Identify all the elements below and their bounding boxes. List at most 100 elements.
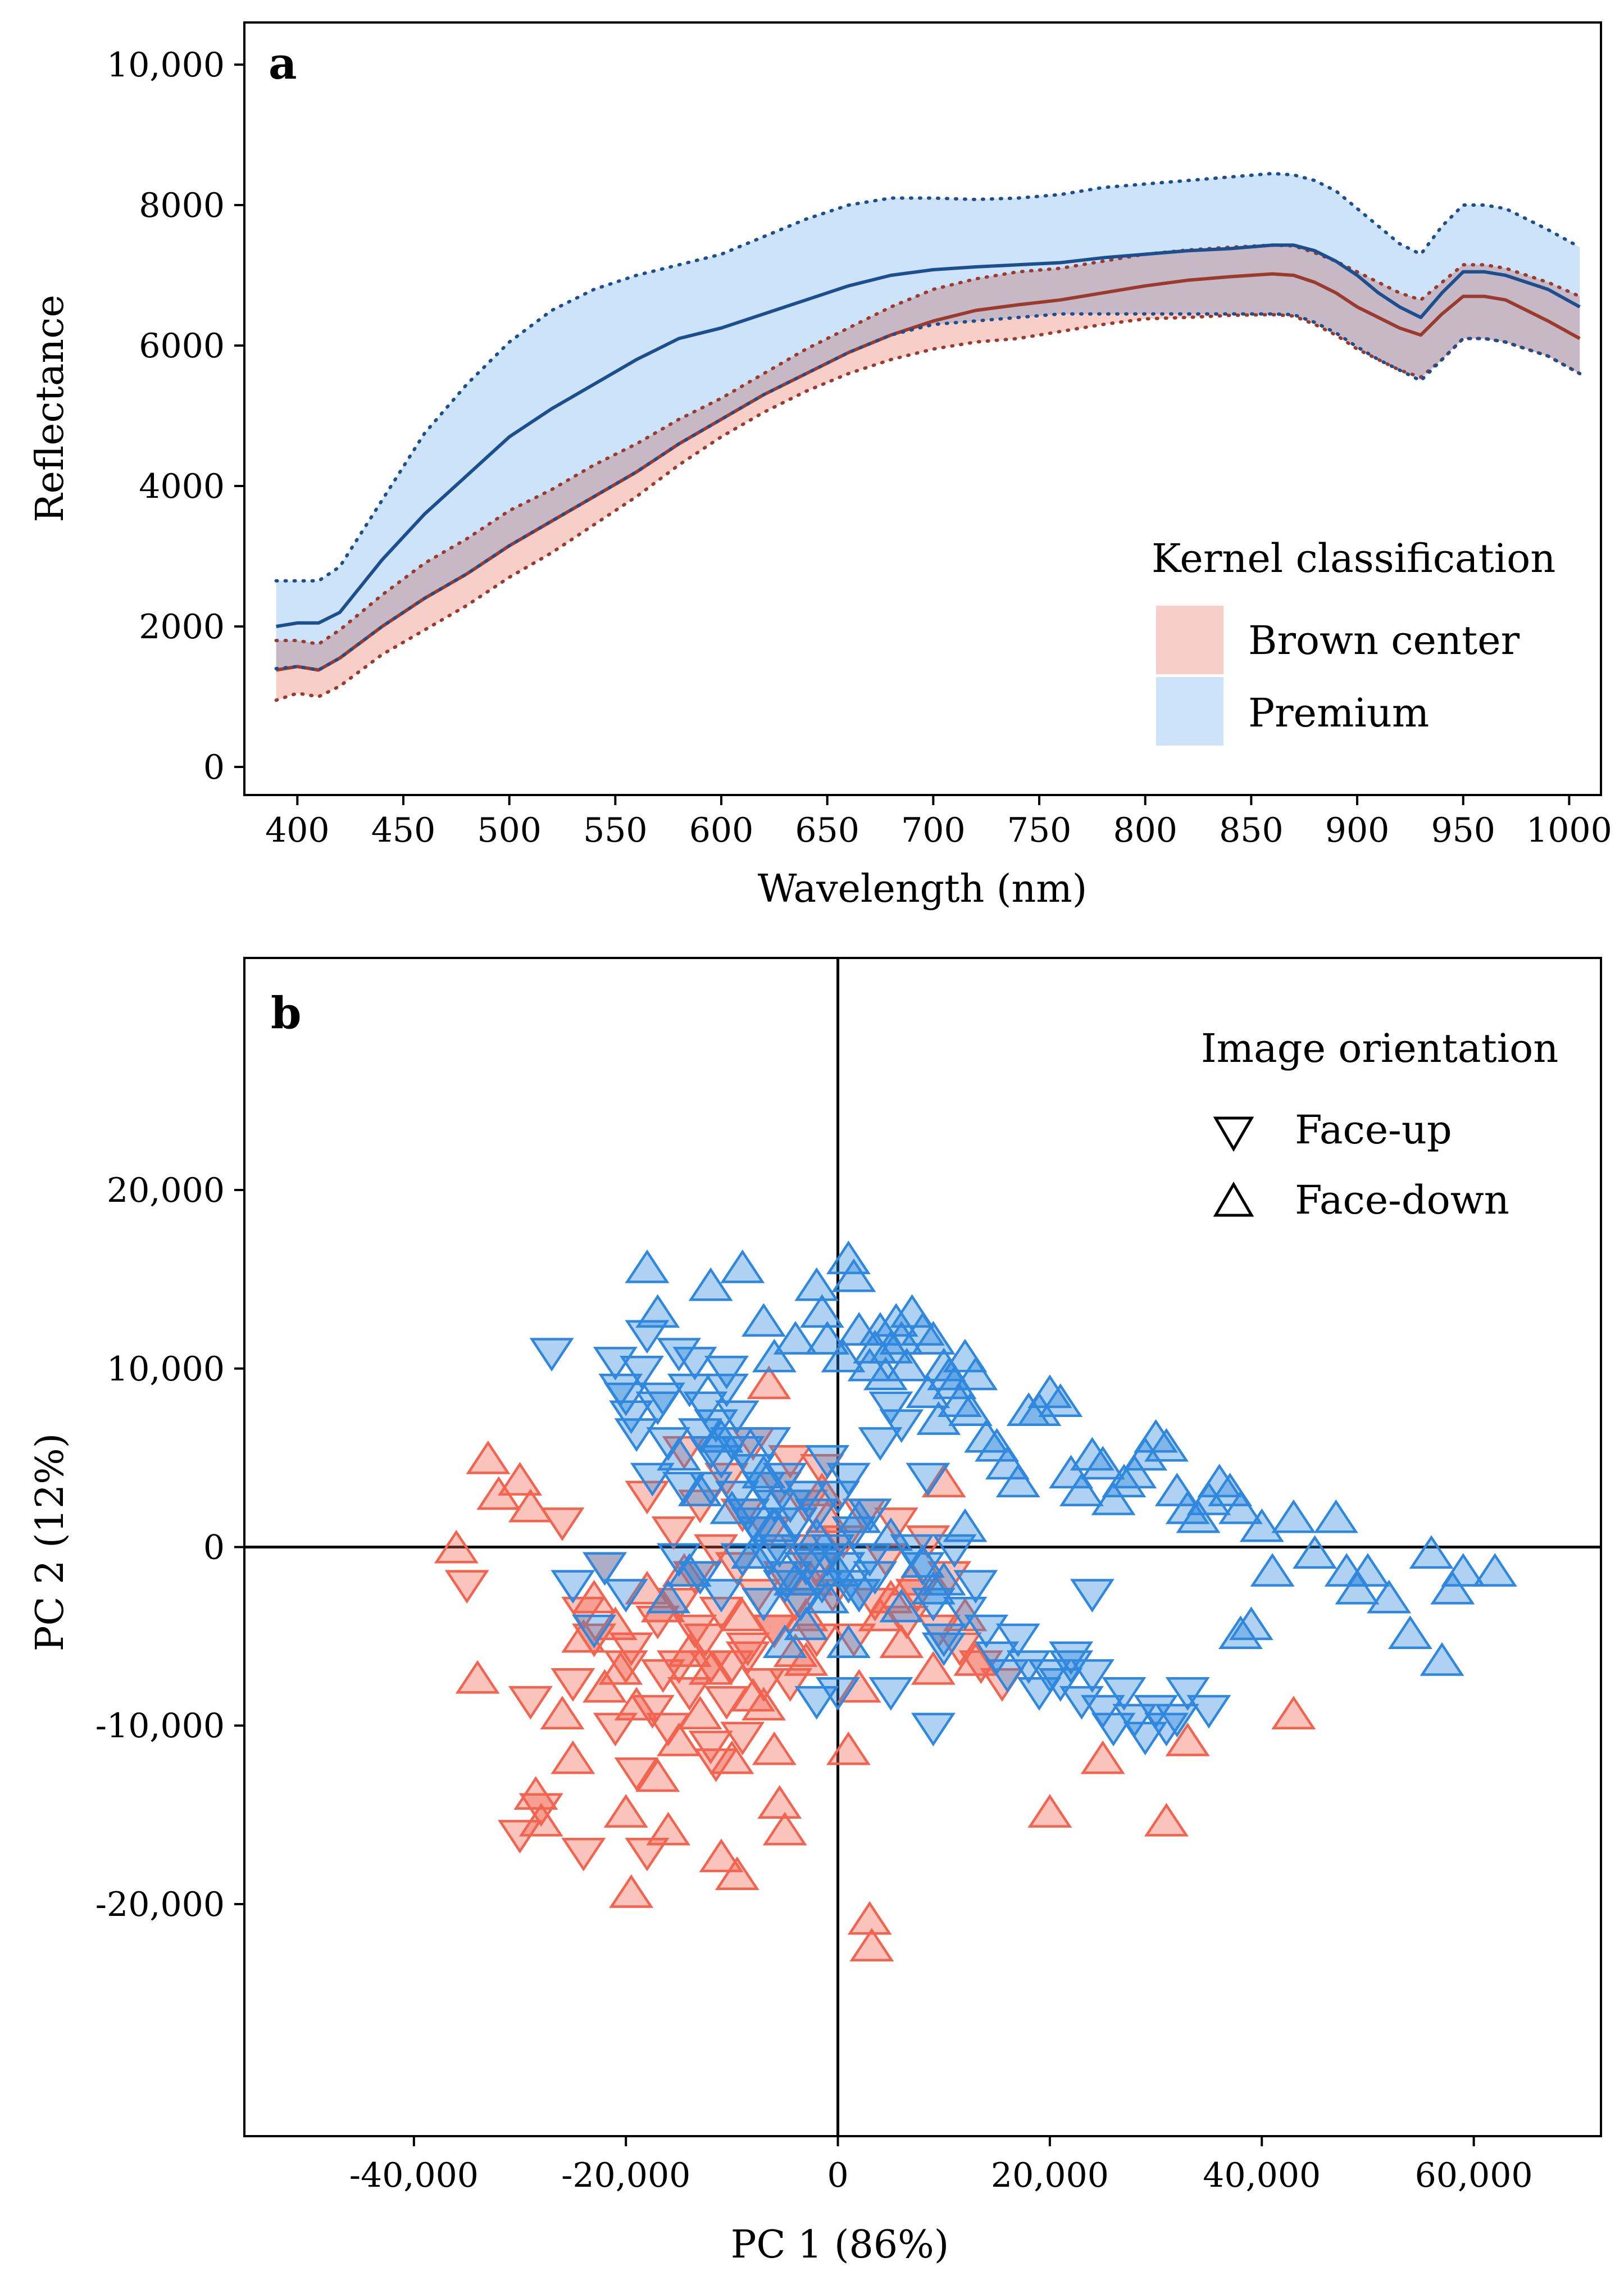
point-brown-center-face-up <box>640 1659 685 1693</box>
point-premium-face-up <box>773 1507 818 1541</box>
point-brown-center-face-down <box>879 1624 924 1658</box>
point-premium-face-down <box>1144 1428 1189 1462</box>
point-premium-face-down <box>821 1338 866 1373</box>
y-tick-label: 8000 <box>139 186 225 225</box>
point-brown-center-face-down <box>609 1874 654 1908</box>
x-tick-label: 550 <box>583 811 648 850</box>
point-premium-face-down <box>1441 1553 1486 1587</box>
point-premium-face-up <box>900 1552 945 1586</box>
panel-a-x-axis-title: Wavelength (nm) <box>758 867 1088 911</box>
y-tick-label: 10,000 <box>107 46 225 85</box>
point-premium-face-down <box>964 1419 1009 1453</box>
point-premium-face-down <box>799 1294 844 1328</box>
point-brown-center-face-down <box>540 1696 585 1730</box>
point-brown-center-face-up <box>498 1820 543 1854</box>
point-premium-face-up <box>1186 1695 1231 1729</box>
point-premium-face-down <box>1409 1535 1454 1569</box>
point-premium-face-down <box>1218 1615 1263 1650</box>
point-premium-face-down <box>1229 1606 1273 1641</box>
lower-bound-line-premium <box>274 312 1582 672</box>
point-premium-face-down <box>1239 1508 1284 1542</box>
y-tick-label: 10,000 <box>107 1350 225 1389</box>
point-premium-face-down <box>863 1356 908 1391</box>
point-premium-face-down <box>805 1321 850 1355</box>
point-premium-face-down <box>943 1338 988 1373</box>
point-brown-center-face-down <box>1080 1740 1125 1774</box>
point-premium-face-up <box>1123 1722 1168 1756</box>
point-premium-face-up <box>821 1552 866 1586</box>
point-brown-center-face-up <box>625 1837 670 1872</box>
point-premium-face-up <box>879 1409 924 1443</box>
point-premium-face-up <box>836 1579 881 1613</box>
x-tick-label: 0 <box>827 2156 848 2195</box>
point-premium-face-up <box>731 1507 776 1541</box>
point-premium-face-up <box>799 1570 844 1604</box>
point-premium-face-up <box>858 1427 903 1461</box>
band-brown-center <box>276 245 1580 701</box>
point-premium-face-up <box>890 1534 935 1568</box>
point-premium-face-up <box>625 1320 670 1354</box>
point-premium-face-down <box>1049 1455 1094 1489</box>
point-brown-center-face-up <box>518 1793 563 1827</box>
panel-a-reflectance-chart: a 400 450 500 550 600 650 700 750 800 850 900 950 10… <box>28 21 1612 911</box>
point-premium-face-down <box>1208 1473 1253 1506</box>
panel-a-y-axis-title: Reflectance <box>28 294 72 522</box>
point-premium-face-down <box>831 1258 876 1292</box>
x-tick-label: 60,000 <box>1415 2156 1533 2195</box>
point-premium-face-up <box>831 1516 876 1550</box>
point-brown-center-face-up <box>683 1623 728 1657</box>
point-premium-face-down <box>890 1294 935 1328</box>
point-brown-center-face-down <box>921 1464 966 1498</box>
point-premium-face-up <box>1080 1695 1125 1729</box>
legend-b-face-up-icon <box>1213 1116 1254 1152</box>
point-premium-face-down <box>688 1267 733 1301</box>
point-premium-face-down <box>916 1401 961 1435</box>
point-premium-face-down <box>921 1561 966 1596</box>
point-brown-center-face-down <box>773 1633 818 1667</box>
point-premium-face-up <box>1049 1650 1094 1684</box>
point-brown-center-face-up <box>742 1668 786 1702</box>
point-premium-face-up <box>906 1462 950 1497</box>
point-brown-center-face-up <box>720 1722 765 1756</box>
point-premium-face-down <box>1165 1490 1210 1524</box>
point-premium-face-up <box>709 1427 754 1461</box>
point-brown-center-face-up <box>768 1668 813 1702</box>
x-tick-label: 600 <box>689 811 754 850</box>
point-brown-center-face-up <box>874 1507 918 1541</box>
panel-a-y-ticks: 0 2000 4000 6000 8000 10,000 <box>107 46 244 787</box>
panel-b-x-ticks: -40,000 -20,000 0 20,000 40,000 60,000 <box>349 2136 1533 2195</box>
point-premium-face-up <box>699 1579 744 1613</box>
point-premium-face-down <box>1271 1499 1316 1533</box>
point-premium-face-up <box>747 1543 791 1577</box>
x-tick-label: 40,000 <box>1203 2156 1321 2195</box>
point-brown-center-face-up <box>561 1837 606 1872</box>
point-premium-face-up <box>826 1462 871 1497</box>
x-tick-label: -40,000 <box>349 2156 479 2195</box>
point-premium-face-down <box>938 1383 982 1418</box>
point-premium-face-up <box>762 1570 807 1604</box>
panel-b-letter: b <box>271 988 302 1039</box>
point-premium-face-down <box>1027 1374 1072 1409</box>
x-tick-label: -20,000 <box>561 2156 690 2195</box>
point-brown-center-face-up <box>657 1650 702 1684</box>
y-tick-label: 2000 <box>139 607 225 647</box>
point-premium-face-up <box>805 1543 850 1577</box>
point-brown-center-face-up <box>593 1713 638 1747</box>
panel-b-pca-scatter: b -40,000 -20,000 0 20,000 40,000 60,000 -20,… <box>28 957 1602 2267</box>
point-premium-face-down <box>1134 1419 1179 1453</box>
point-premium-face-up <box>847 1543 892 1577</box>
point-premium-face-up <box>747 1427 791 1461</box>
legend-a-swatch-premium <box>1156 677 1223 746</box>
point-premium-face-up <box>932 1534 977 1568</box>
point-premium-face-down <box>943 1508 988 1542</box>
x-tick-label: 1000 <box>1526 811 1612 850</box>
panel-b-legend: Image orientation Face-up Face-down <box>1201 1025 1558 1223</box>
point-brown-center-face-up <box>725 1632 770 1666</box>
point-premium-face-down <box>784 1606 829 1641</box>
point-brown-center-face-down <box>635 1758 680 1792</box>
x-tick-label: 750 <box>1007 811 1072 850</box>
point-brown-center-face-up <box>688 1650 733 1684</box>
point-premium-face-up <box>1165 1677 1210 1711</box>
point-premium-face-down <box>1102 1464 1147 1498</box>
point-premium-face-up <box>1070 1659 1114 1693</box>
